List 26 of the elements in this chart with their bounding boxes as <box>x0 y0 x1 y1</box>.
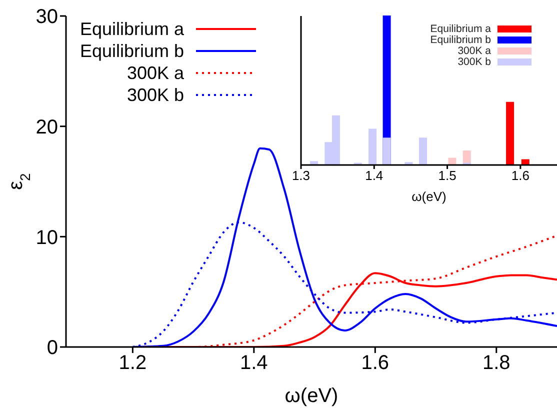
legend-label: Equilibrium b <box>430 34 491 46</box>
y-tick-label: 20 <box>36 116 58 138</box>
bar <box>368 128 377 166</box>
legend-label: Equilibrium a <box>430 22 491 34</box>
y-tick-label: 30 <box>36 6 58 28</box>
x-tick-label: 1.5 <box>438 168 456 184</box>
x-axis-title: ω(eV) <box>284 385 338 407</box>
legend-label: Equilibrium a <box>80 18 184 40</box>
legend-label: 300K a <box>126 62 184 84</box>
legend-label: 300K a <box>458 44 491 56</box>
x-axis-title: ω(eV) <box>412 189 446 204</box>
legend-label: 300K b <box>126 84 184 106</box>
x-tick-label: 1.8 <box>482 352 510 374</box>
x-tick-label: 1.4 <box>240 352 268 374</box>
y-tick-label: 0 <box>46 337 58 360</box>
bar <box>382 138 391 166</box>
x-tick-label: 1.2 <box>118 352 147 374</box>
legend-label: 300K b <box>458 56 491 68</box>
bar <box>506 102 514 166</box>
x-tick-label: 1.3 <box>292 168 310 184</box>
y-tick-label: 10 <box>36 226 58 249</box>
bar <box>418 138 427 166</box>
x-tick-label: 1.4 <box>365 168 384 184</box>
legend-label: Equilibrium b <box>80 40 184 62</box>
x-tick-label: 1.6 <box>511 168 530 184</box>
x-tick-label: 1.6 <box>361 352 390 374</box>
